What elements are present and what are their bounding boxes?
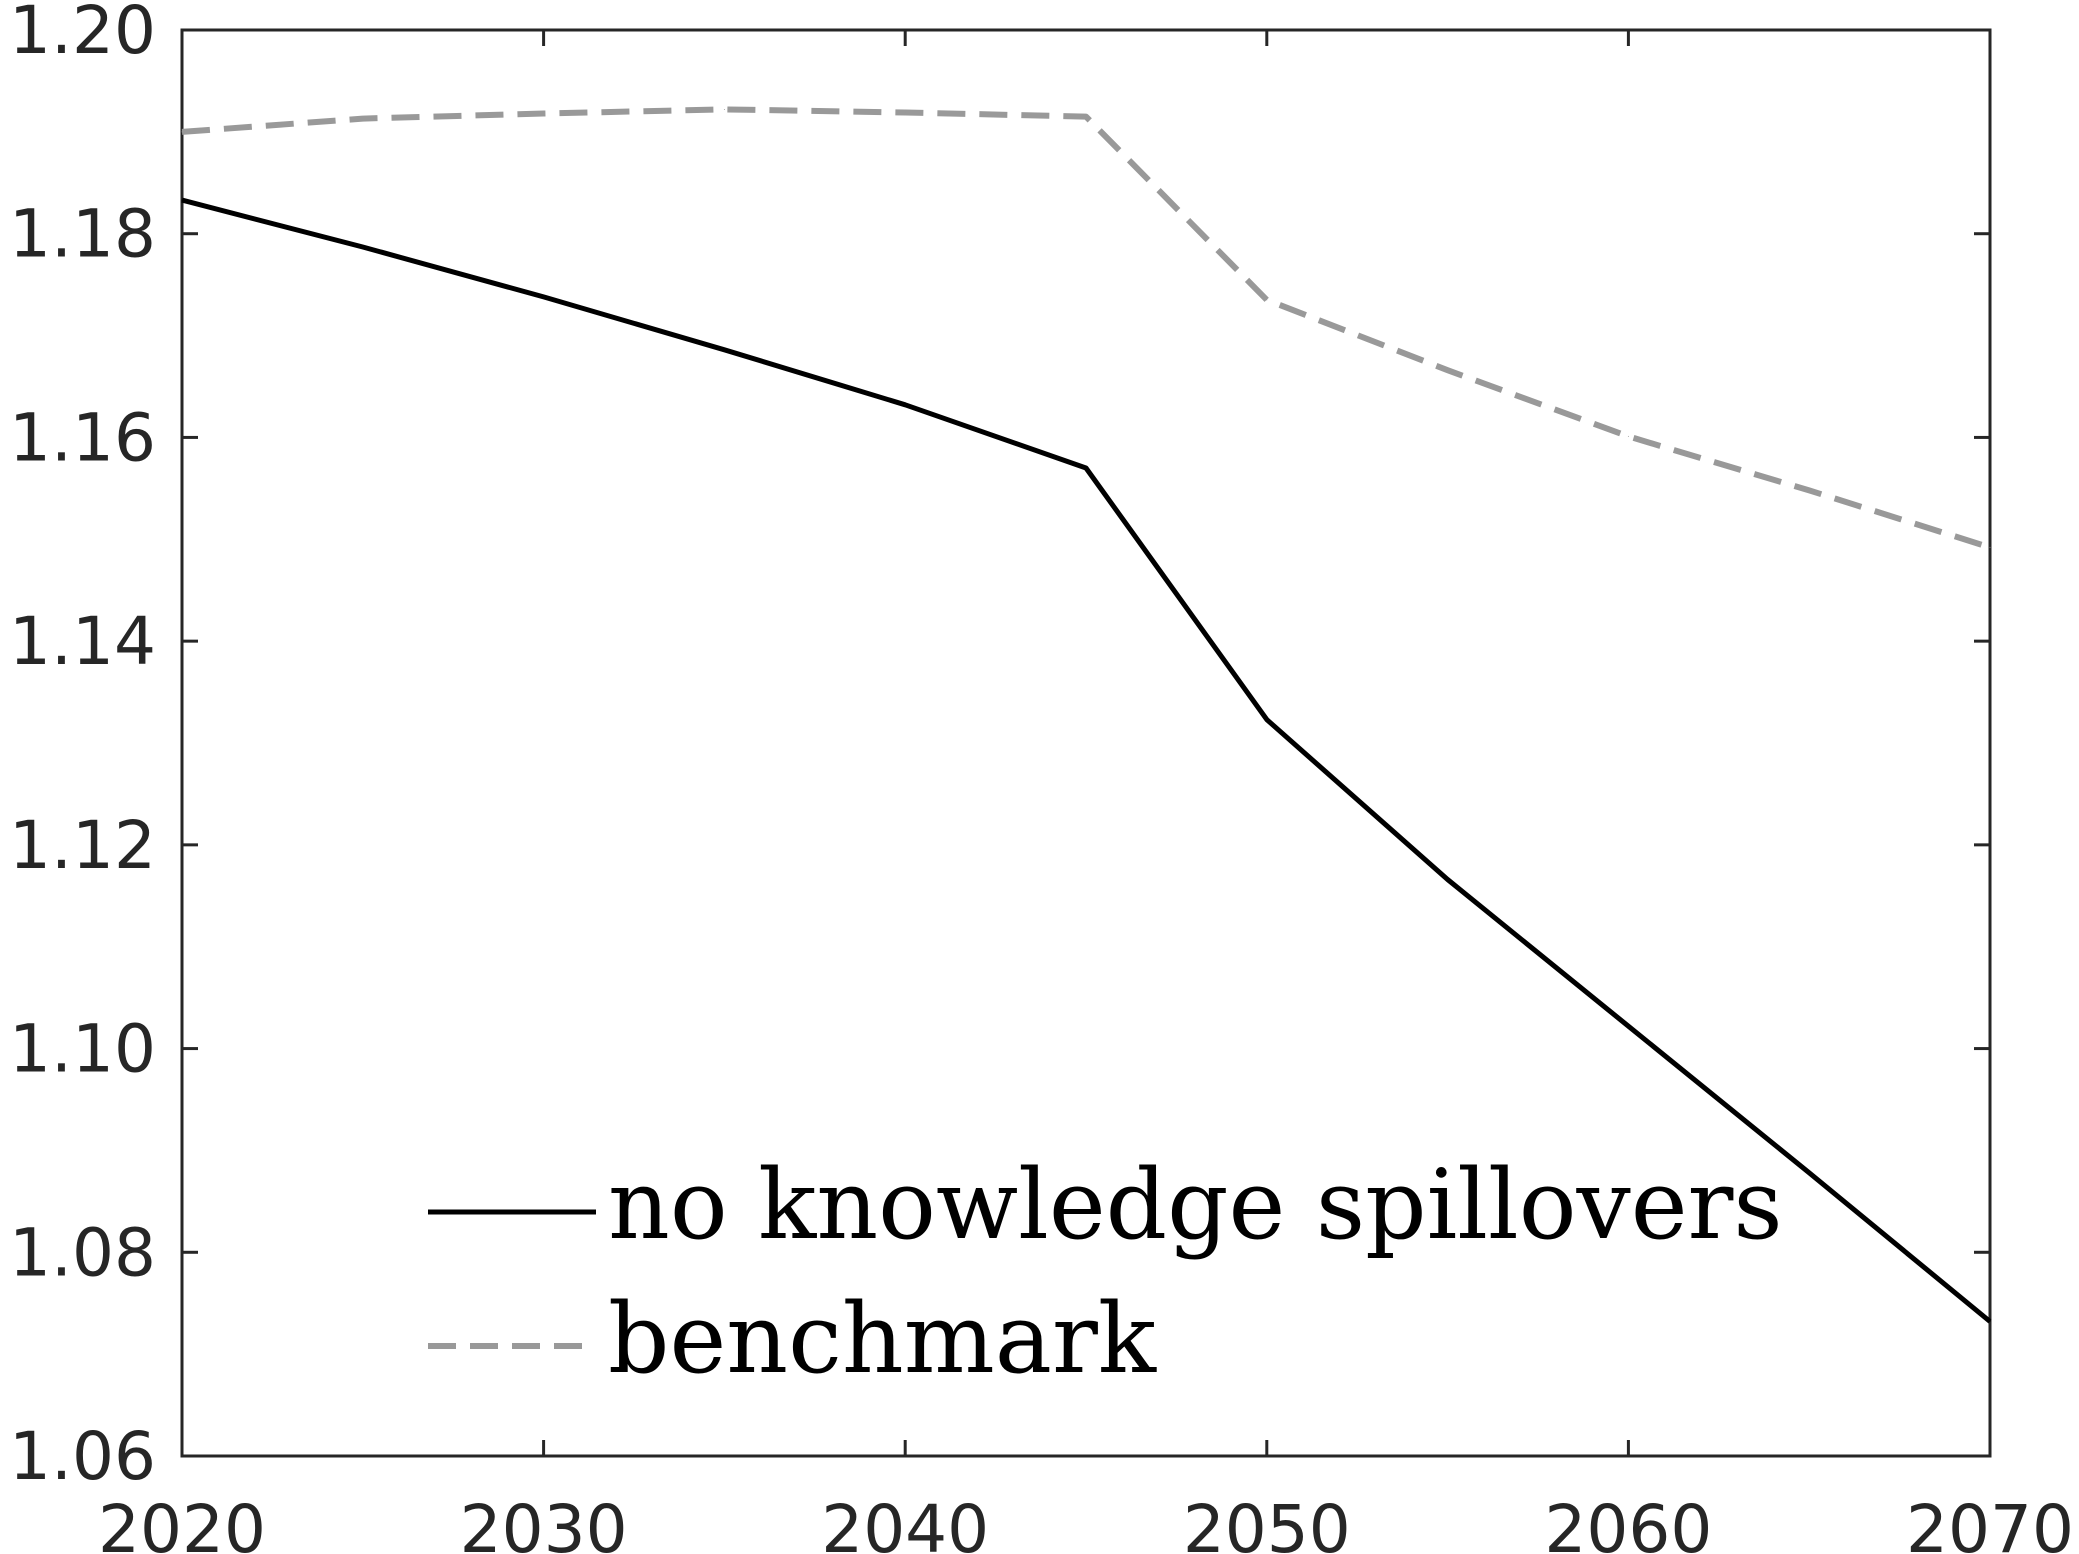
plot-area (180, 28, 1992, 1458)
y-tick-label-1.06: 1.06 (9, 1418, 156, 1495)
data-point-no-knowledge-spillovers-2030 (543, 296, 545, 298)
data-point-benchmark-2070 (1989, 546, 1991, 548)
data-point-no-knowledge-spillovers-2020 (181, 199, 183, 201)
x-tick-label-2030: 2030 (460, 1491, 628, 1554)
data-point-no-knowledge-spillovers-2050 (1266, 719, 1268, 721)
y-tick-label-1.10: 1.10 (9, 1011, 156, 1088)
y-tick-label-1.14: 1.14 (9, 603, 156, 680)
data-point-benchmark-2050 (1266, 299, 1268, 301)
data-point-benchmark-2060 (1627, 435, 1629, 437)
data-point-benchmark-2030 (543, 113, 545, 115)
data-point-no-knowledge-spillovers-2040 (904, 404, 906, 406)
data-point-benchmark-2065 (1808, 489, 1810, 491)
x-tick-label-2070: 2070 (1906, 1491, 2074, 1554)
data-point-no-knowledge-spillovers-2060 (1627, 1025, 1629, 1027)
legend: no knowledge spillovers benchmark (428, 1149, 1783, 1395)
x-tick-label-2020: 2020 (98, 1491, 266, 1554)
legend-label-benchmark: benchmark (608, 1283, 1157, 1395)
y-tick-label-1.16: 1.16 (9, 399, 156, 476)
x-tick-label-2060: 2060 (1544, 1491, 1712, 1554)
y-tick-label-1.12: 1.12 (9, 807, 156, 884)
y-tick-label-1.20: 1.20 (9, 0, 156, 69)
series-layer (181, 106, 1992, 1324)
data-point-benchmark-2025 (362, 118, 364, 120)
data-point-benchmark-2020 (181, 131, 183, 133)
data-point-benchmark-2045 (1085, 116, 1087, 118)
data-point-no-knowledge-spillovers-2035 (723, 349, 725, 351)
data-point-no-knowledge-spillovers-2025 (362, 246, 364, 248)
data-point-no-knowledge-spillovers-2070 (1989, 1321, 1991, 1323)
data-point-benchmark-2040 (904, 112, 906, 114)
y-tick-label-1.18: 1.18 (9, 196, 156, 273)
legend-label-no-knowledge-spillovers: no knowledge spillovers (608, 1149, 1783, 1261)
data-point-no-knowledge-spillovers-2055 (1447, 878, 1449, 880)
x-tick-label-2040: 2040 (821, 1491, 989, 1554)
data-point-no-knowledge-spillovers-2065 (1808, 1172, 1810, 1174)
axis-ticks: 2020 2030 2040 2050 2060 2070 1.06 1.08 1.10 1.12… (9, 0, 2074, 1554)
x-tick-label-2050: 2050 (1183, 1491, 1351, 1554)
y-tick-label-1.08: 1.08 (9, 1214, 156, 1291)
data-point-no-knowledge-spillovers-2045 (1085, 467, 1087, 469)
data-point-benchmark-2035 (723, 108, 725, 110)
data-point-benchmark-2055 (1447, 369, 1449, 371)
